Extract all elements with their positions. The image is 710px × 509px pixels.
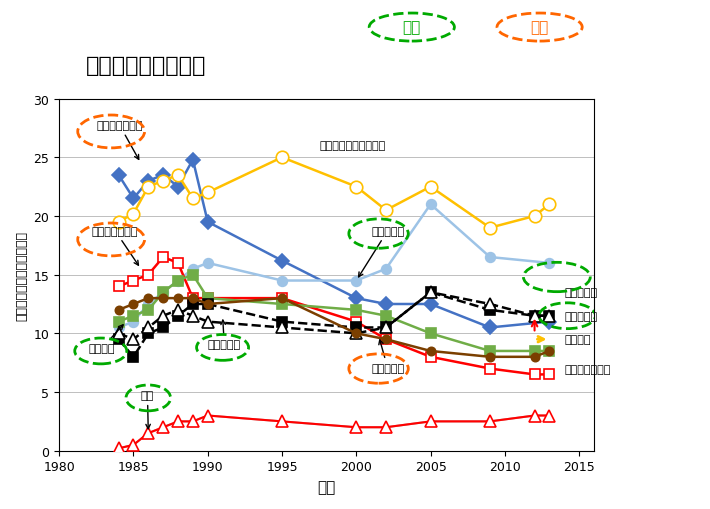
Text: どんな塗料が・・・: どんな塗料が・・・ [86, 55, 207, 76]
Y-axis label: 年間塗料生産量（万トン）: 年間塗料生産量（万トン） [15, 230, 28, 320]
X-axis label: 暦年: 暦年 [317, 479, 336, 494]
Text: エポキシ系: エポキシ系 [564, 288, 597, 298]
Text: 粉体: 粉体 [141, 390, 154, 429]
Text: エマルションペイント: エマルションペイント [320, 140, 386, 151]
Text: アルキド: アルキド [564, 334, 591, 345]
Text: アミノアルキド: アミノアルキド [92, 226, 138, 266]
Text: 上昇: 上昇 [403, 20, 421, 36]
Text: ウレタン系: ウレタン系 [208, 321, 241, 350]
Text: ウレタン系: ウレタン系 [564, 311, 597, 321]
Text: 下降: 下降 [530, 20, 549, 36]
Text: アルキド樹脂系: アルキド樹脂系 [97, 121, 143, 160]
Text: エポキシ: エポキシ [89, 325, 123, 353]
Text: 水性樹脂系: 水性樹脂系 [359, 226, 404, 277]
Text: アミノアルキド: アミノアルキド [564, 364, 611, 374]
Text: アクリル系: アクリル系 [371, 340, 404, 373]
